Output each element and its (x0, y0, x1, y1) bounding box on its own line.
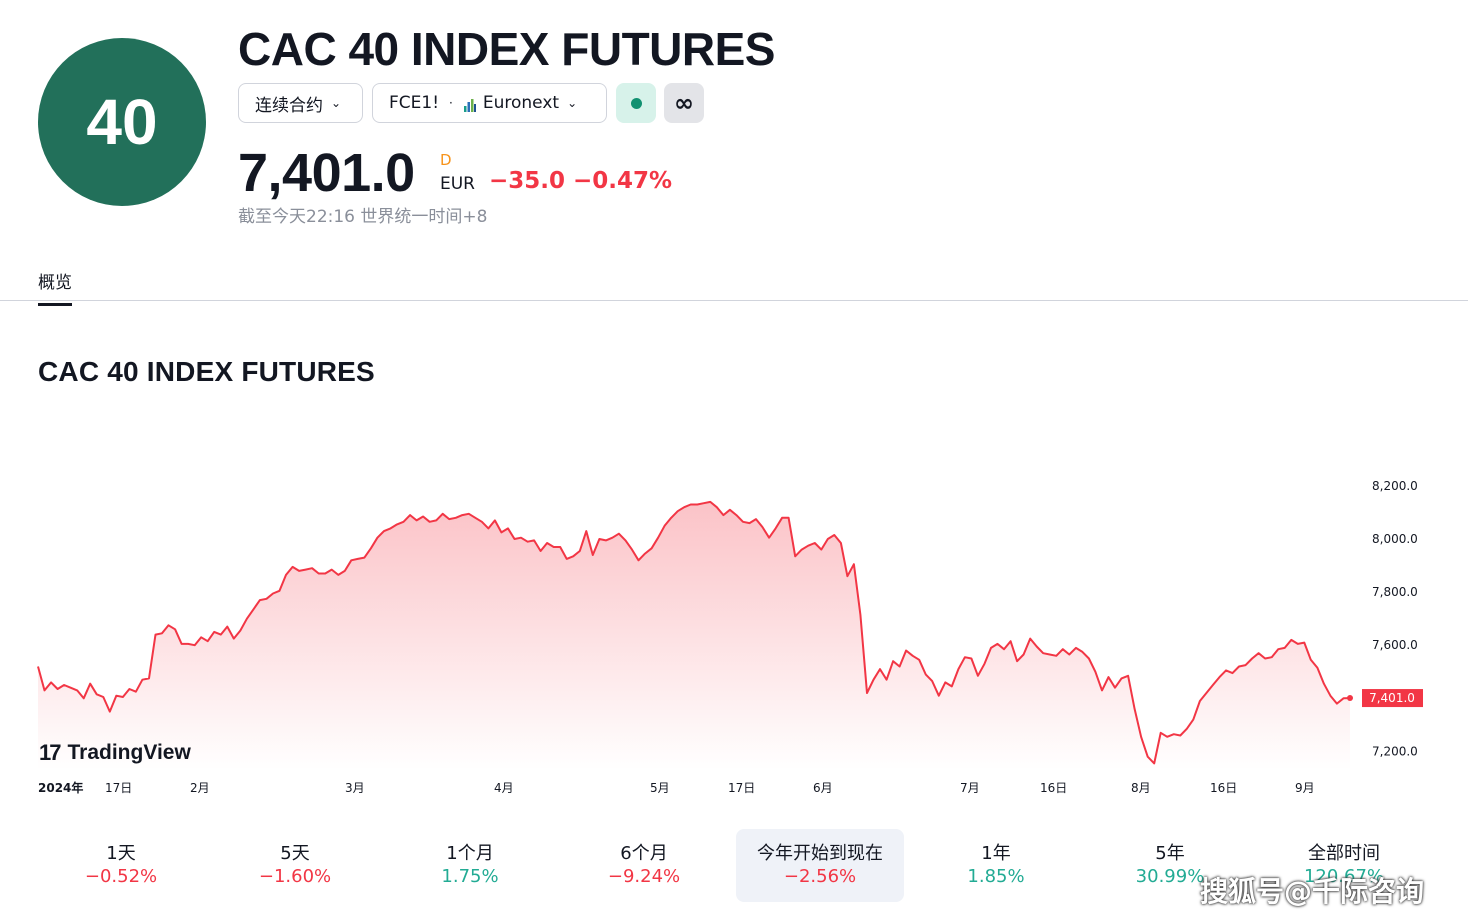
market-status-button[interactable] (616, 83, 656, 123)
chevron-down-icon: ⌄ (331, 96, 342, 110)
last-price: 7,401.0 (238, 143, 415, 203)
euronext-icon (463, 99, 476, 112)
x-tick-label: 2月 (190, 781, 210, 795)
separator: · (449, 96, 453, 110)
watermark: 搜狐号@千际咨询 (1200, 875, 1425, 908)
contract-type-label: 连续合约 (255, 95, 323, 116)
y-tick-label: 8,200.0 (1372, 479, 1418, 493)
exchange-label: Euronext (482, 93, 560, 113)
period-label: 5天 (280, 843, 310, 864)
tradingview-icon: 17 (39, 740, 62, 765)
x-tick-label: 17日 (728, 781, 755, 795)
infinity-icon: ∞ (674, 89, 694, 117)
period-1d[interactable]: 1天 −0.52% (37, 829, 205, 902)
period-label: 1年 (981, 843, 1011, 864)
last-price-label: 7,401.0 (1369, 691, 1415, 705)
page-title: CAC 40 INDEX FUTURES (238, 23, 775, 75)
period-change: −1.60% (258, 866, 332, 887)
y-tick-label: 8,000.0 (1372, 532, 1418, 546)
period-change: 1.75% (441, 866, 499, 887)
period-all[interactable]: 全部时间 120.67% (1260, 829, 1428, 902)
symbol-label: FCE1! (389, 93, 440, 113)
period-ytd[interactable]: 今年开始到现在 −2.56% (736, 829, 904, 902)
x-tick-label: 16日 (1210, 781, 1237, 795)
y-tick-label: 7,800.0 (1372, 585, 1418, 599)
contract-type-dropdown[interactable]: 连续合约 ⌄ (238, 83, 363, 123)
tab-divider (0, 300, 1468, 301)
chart-area-fill (38, 501, 1350, 770)
x-tick-label: 8月 (1131, 781, 1151, 795)
period-label: 5年 (1155, 843, 1185, 864)
period-label: 全部时间 (1308, 843, 1380, 864)
x-tick-label: 16日 (1040, 781, 1067, 795)
last-point-marker (1347, 695, 1353, 702)
x-tick-label: 17日 (105, 781, 132, 795)
section-title: CAC 40 INDEX FUTURES (38, 356, 375, 387)
last-price-badge (1362, 689, 1423, 708)
currency-label: EUR (440, 174, 475, 194)
x-tick-label: 4月 (494, 781, 514, 795)
period-5d[interactable]: 5天 −1.60% (211, 829, 379, 902)
x-tick-label: 3月 (345, 781, 365, 795)
x-tick-label: 6月 (813, 781, 833, 795)
period-label: 1个月 (446, 843, 494, 864)
tab-overview[interactable]: 概览 (38, 268, 72, 306)
tradingview-logo[interactable]: 17 TradingView (39, 740, 191, 766)
chevron-down-icon: ⌄ (567, 96, 578, 110)
market-open-icon (630, 97, 642, 109)
period-change: 30.99% (1135, 866, 1205, 887)
tradingview-label: TradingView (67, 741, 191, 764)
period-1y[interactable]: 1年 1.85% (912, 829, 1080, 902)
period-6m[interactable]: 6个月 −9.24% (560, 829, 728, 902)
price-change: −35.0 −0.47% (489, 168, 673, 194)
x-tick-label: 9月 (1295, 781, 1315, 795)
symbol-exchange-dropdown[interactable]: FCE1! · Euronext ⌄ (372, 83, 607, 123)
chart-series-line (37, 500, 1351, 765)
price-chart[interactable]: 8,200.0 8,000.0 7,800.0 7,600.0 7,200.0 2024… (0, 0, 1468, 810)
period-change: 120.67% (1303, 866, 1385, 887)
x-tick-label: 7月 (960, 781, 980, 795)
continuous-contract-button[interactable]: ∞ (664, 83, 704, 123)
period-label: 今年开始到现在 (757, 843, 883, 864)
x-tick-label: 5月 (650, 781, 670, 795)
y-tick-label: 7,600.0 (1372, 638, 1418, 652)
x-tick-label: 2024年 (38, 780, 83, 795)
period-label: 6个月 (620, 843, 668, 864)
period-change: −2.56% (783, 866, 857, 887)
period-change: −0.52% (84, 866, 158, 887)
period-5y[interactable]: 5年 30.99% (1086, 829, 1254, 902)
period-1m[interactable]: 1个月 1.75% (386, 829, 554, 902)
y-tick-label: 7,200.0 (1372, 744, 1418, 758)
period-change: −9.24% (607, 866, 681, 887)
period-label: 1天 (106, 843, 136, 864)
delayed-flag: D (440, 151, 452, 169)
symbol-logo: 40 (38, 38, 206, 206)
period-change: 1.85% (967, 866, 1025, 887)
as-of-timestamp: 截至今天22:16 世界统一时间+8 (238, 207, 488, 227)
